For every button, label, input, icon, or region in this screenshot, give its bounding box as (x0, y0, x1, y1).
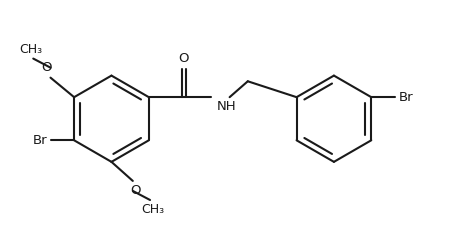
Text: Br: Br (32, 134, 47, 147)
Text: CH₃: CH₃ (141, 203, 164, 216)
Text: Br: Br (398, 91, 413, 104)
Text: O: O (42, 61, 52, 75)
Text: NH: NH (217, 100, 236, 113)
Text: CH₃: CH₃ (19, 43, 43, 56)
Text: O: O (130, 184, 141, 197)
Text: O: O (178, 52, 189, 65)
